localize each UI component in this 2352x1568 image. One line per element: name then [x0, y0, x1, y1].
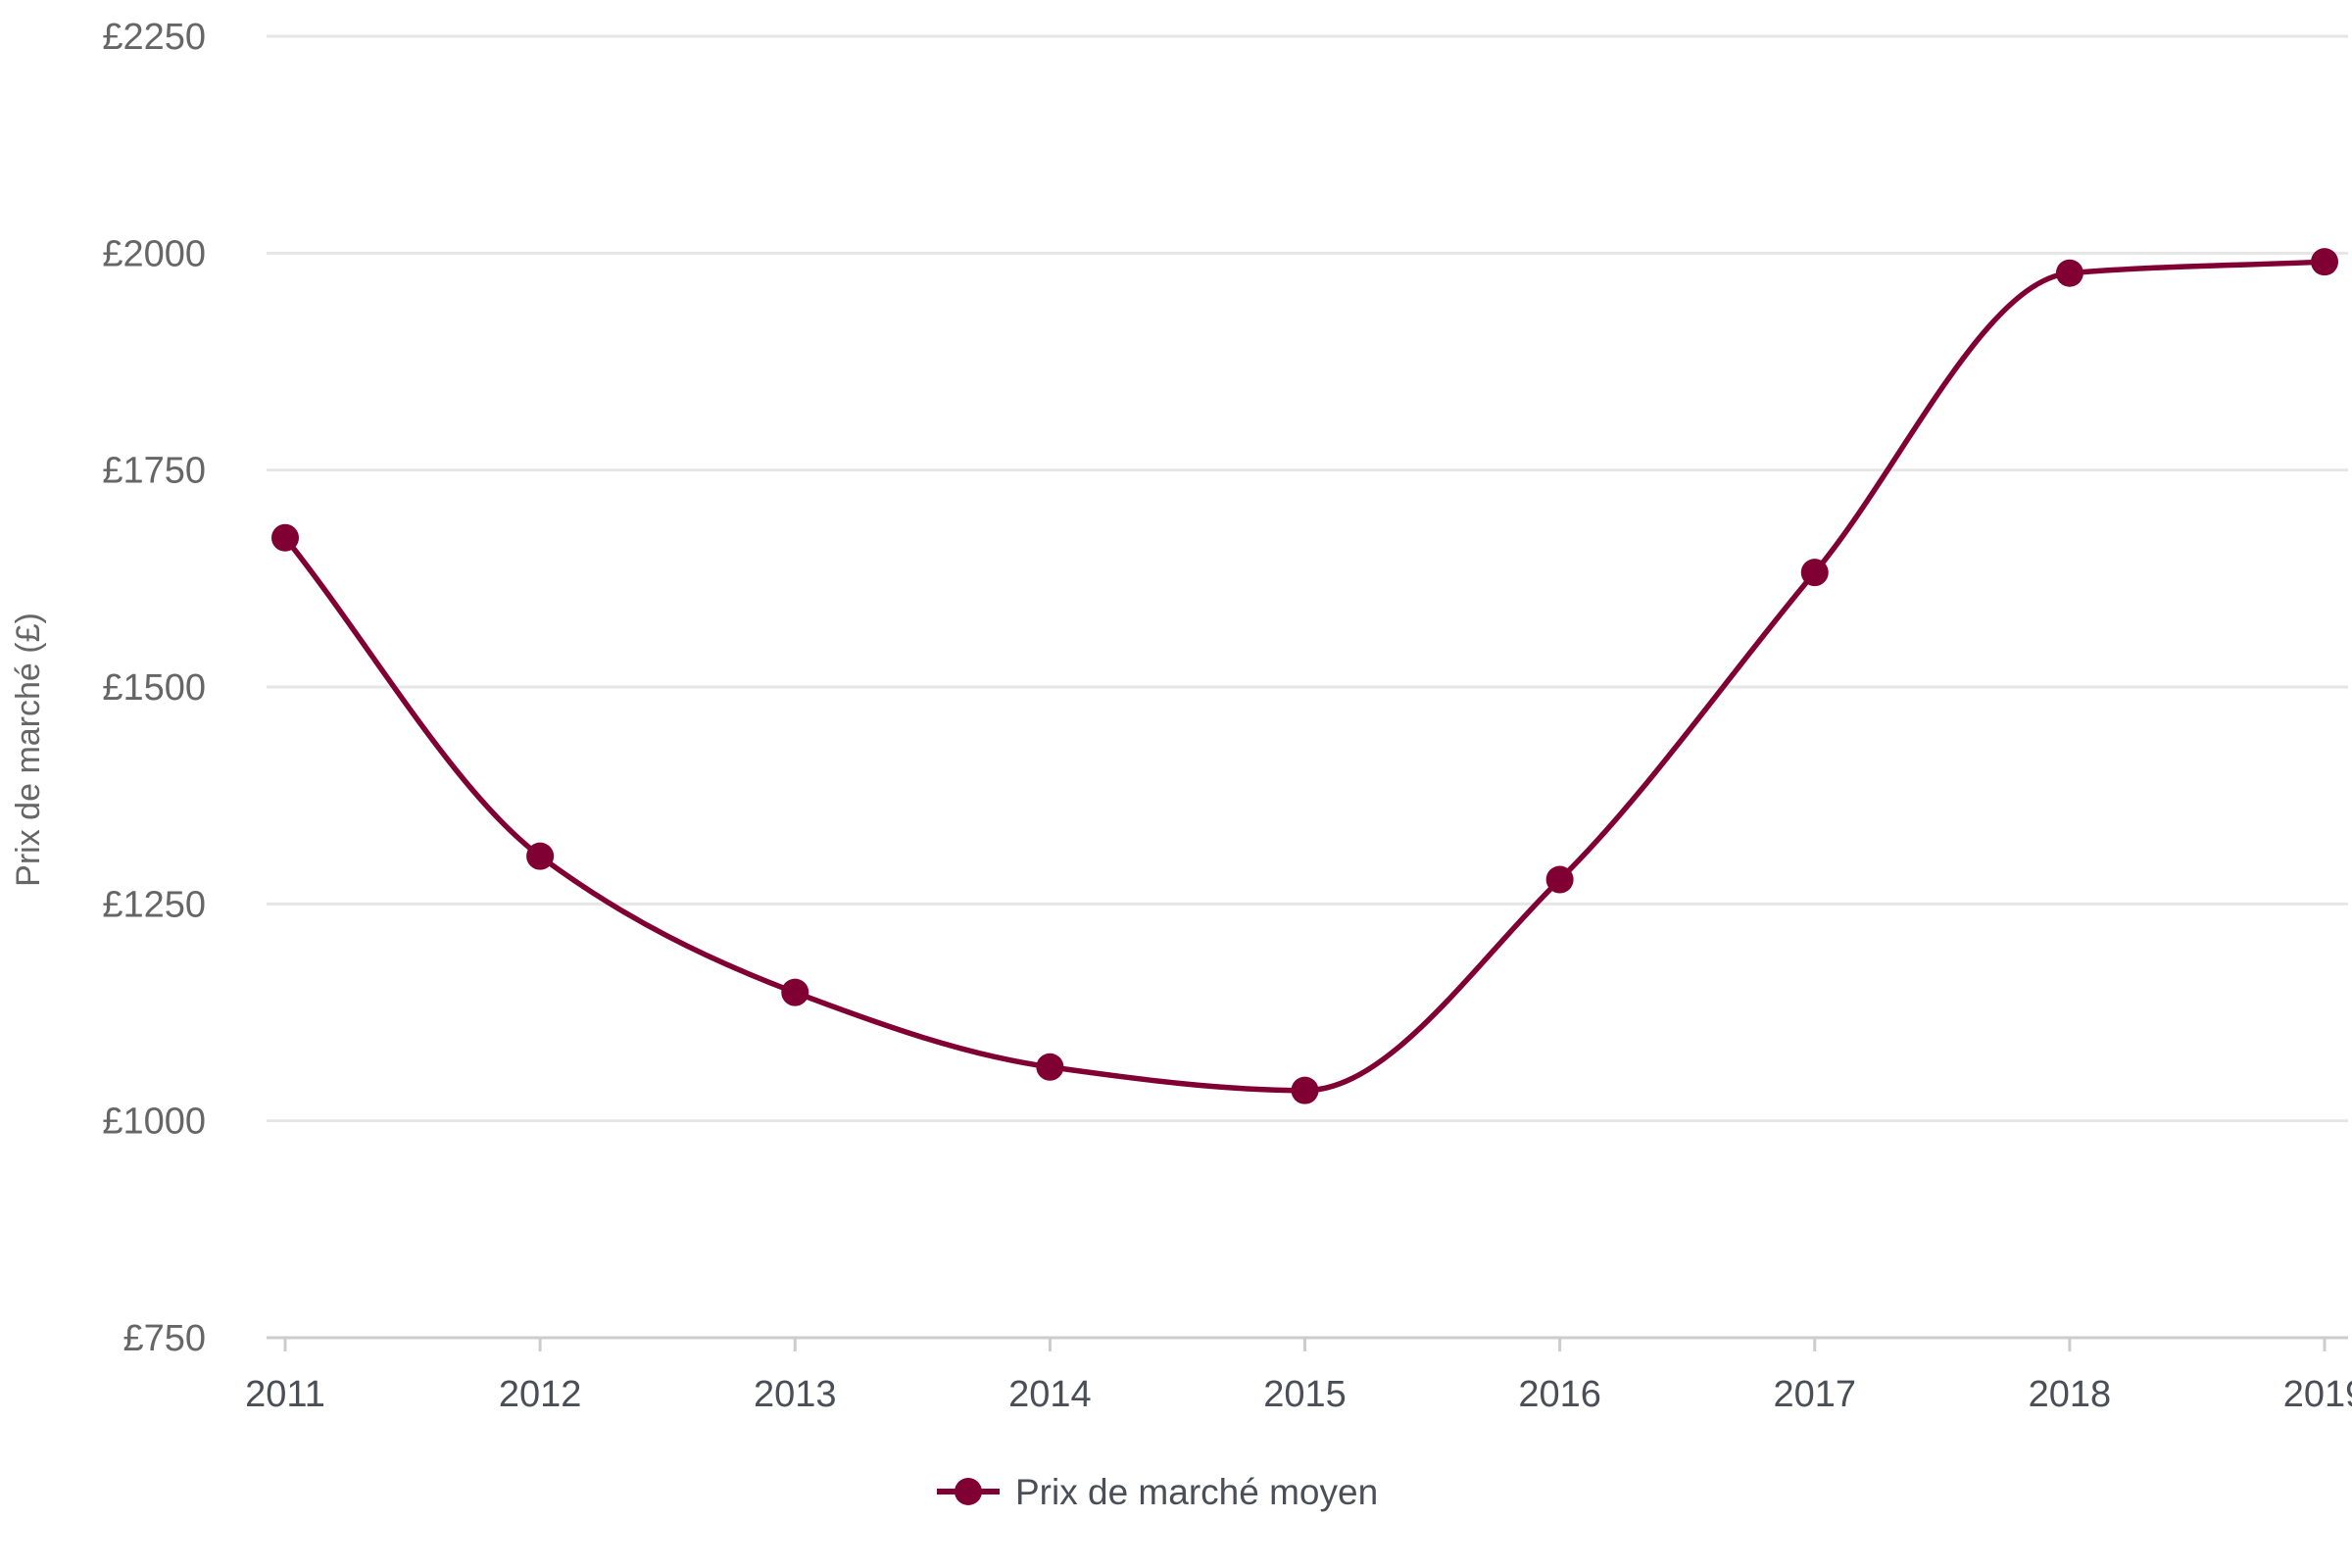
x-tick-label: 2015: [1263, 1374, 1347, 1415]
data-point-2016[interactable]: [1545, 865, 1574, 894]
data-point-2012[interactable]: [526, 842, 555, 870]
gridlines: [267, 34, 2348, 1123]
y-tick-label: £1000: [102, 1102, 206, 1143]
y-tick-label: £2250: [102, 17, 206, 58]
y-tick-label: £1250: [102, 884, 206, 925]
legend[interactable]: Prix de marché moyen: [937, 1472, 1378, 1512]
y-axis-title: Prix de marché (£): [10, 612, 47, 887]
data-point-2011[interactable]: [271, 523, 299, 552]
y-tick-label: £750: [122, 1318, 206, 1359]
x-tick-label: 2019: [2283, 1374, 2352, 1415]
y-tick-label: £2000: [102, 233, 206, 274]
legend-marker-swatch: [955, 1478, 982, 1505]
x-tick-label: 2013: [754, 1374, 837, 1415]
x-tick-label: 2018: [2029, 1374, 2112, 1415]
data-point-2015[interactable]: [1291, 1076, 1319, 1104]
x-tick-label: 2017: [1773, 1374, 1856, 1415]
x-tick-label: 2012: [499, 1374, 582, 1415]
y-tick-label: £1500: [102, 667, 206, 709]
series-line: [282, 259, 2328, 1094]
x-axis: 2011 2012 2013 2014 2015 2016 2017 2018 2019: [245, 1336, 2352, 1415]
x-tick-label: 2011: [245, 1374, 325, 1415]
data-point-2019[interactable]: [2311, 248, 2338, 276]
data-point-2013[interactable]: [781, 978, 809, 1006]
series-layer: [271, 248, 2338, 1104]
data-point-2014[interactable]: [1036, 1053, 1064, 1081]
data-point-2018[interactable]: [2055, 259, 2083, 287]
y-tick-label: £1750: [102, 451, 206, 492]
x-tick-label: 2014: [1008, 1374, 1092, 1415]
y-axis: £750 £1000 £1250 £1500 £1750 £2000 £2250: [102, 17, 206, 1359]
legend-label: Prix de marché moyen: [1015, 1472, 1378, 1512]
data-point-2017[interactable]: [1800, 559, 1829, 587]
x-tick-label: 2016: [1518, 1374, 1601, 1415]
